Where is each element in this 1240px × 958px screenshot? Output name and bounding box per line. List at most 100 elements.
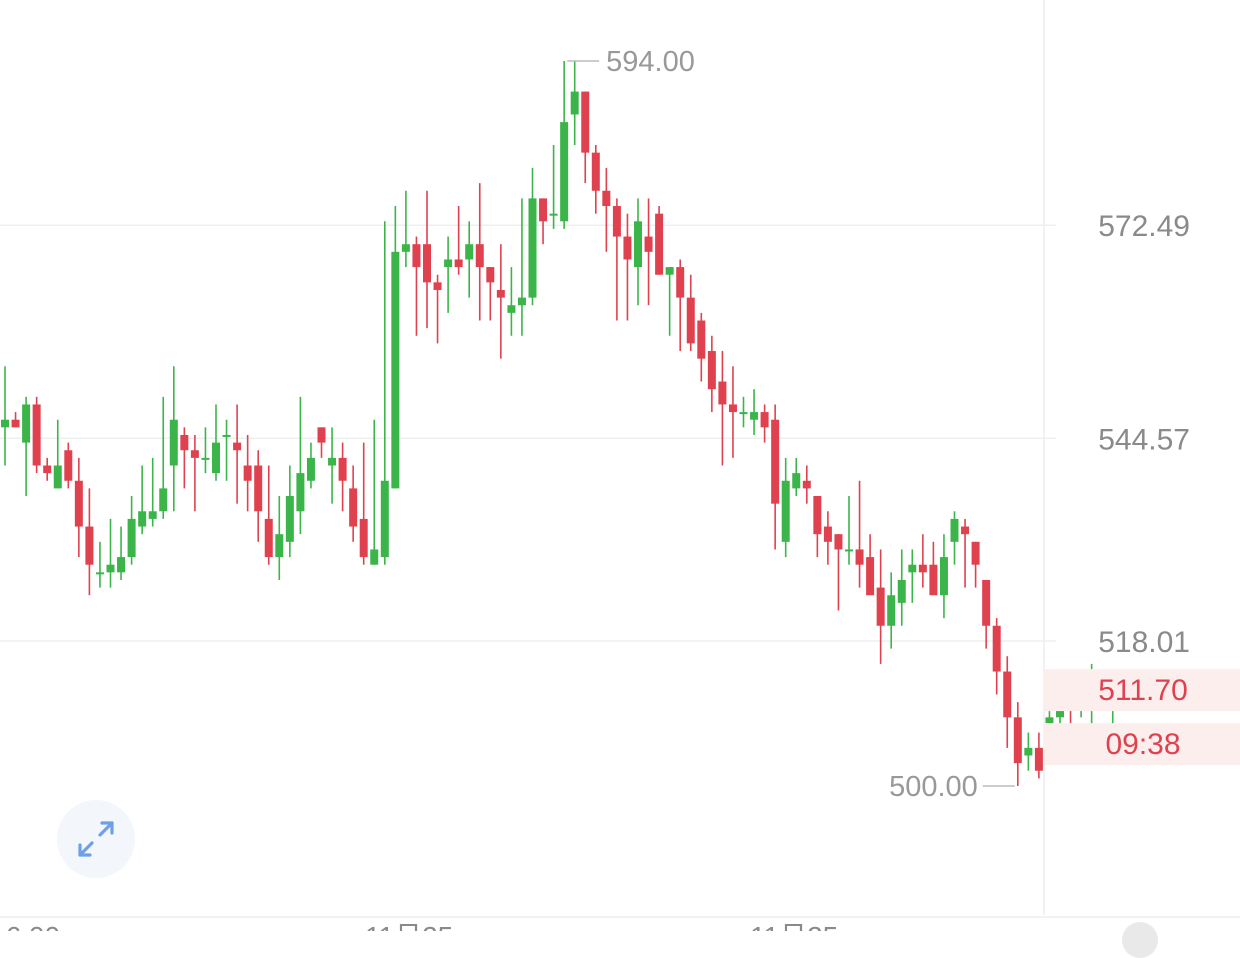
x-tick-label: 11月25: [365, 921, 453, 931]
candle-body: [1013, 717, 1022, 764]
candle-body: [707, 351, 716, 390]
candle-body: [623, 236, 632, 260]
candle-body: [328, 457, 337, 466]
low-price-label: 500.00: [889, 771, 978, 803]
candle-body: [190, 450, 199, 458]
candle: [148, 457, 157, 527]
candle: [328, 427, 337, 504]
candle: [306, 442, 315, 489]
candle: [855, 480, 864, 588]
candle-body: [306, 457, 315, 481]
candle-body: [486, 267, 495, 283]
candle: [897, 549, 906, 626]
candle-body: [433, 282, 442, 290]
candle: [517, 198, 526, 336]
candle: [718, 351, 727, 466]
candle: [971, 541, 980, 588]
candle-body: [401, 244, 410, 252]
candle: [644, 198, 653, 306]
candle-body: [918, 564, 927, 573]
candle: [1013, 702, 1022, 787]
candle: [349, 465, 358, 542]
candle-body: [971, 541, 980, 565]
candlestick-chart: 594.00 500.00 572.49 544.57 518.01 511.70 …: [0, 0, 1240, 931]
candle-body: [74, 480, 83, 527]
candle-body: [792, 473, 801, 489]
candle: [802, 465, 811, 504]
candle: [127, 496, 136, 565]
candle-body: [697, 320, 706, 359]
candle-body: [138, 511, 147, 527]
candle: [750, 389, 759, 435]
candle: [275, 496, 284, 580]
candle: [1024, 732, 1033, 771]
candle-body: [655, 213, 664, 275]
candle-body: [1003, 671, 1012, 718]
candle-body: [549, 213, 558, 216]
candle-body: [370, 549, 379, 565]
candle-body: [349, 488, 358, 527]
candle-body: [834, 534, 843, 550]
candle-body: [929, 564, 938, 596]
candle: [254, 450, 263, 542]
price-tags: 511.70 09:38: [1044, 669, 1240, 766]
candle: [507, 267, 516, 336]
candle: [760, 404, 769, 443]
candle: [697, 312, 706, 382]
candle-body: [285, 496, 294, 542]
candle-body: [634, 221, 642, 268]
candle-body: [454, 259, 463, 268]
candle: [792, 457, 801, 497]
expand-chart-button[interactable]: [57, 800, 135, 878]
candle: [159, 396, 168, 519]
candle: [707, 335, 716, 413]
candle-body: [106, 564, 115, 573]
candle: [296, 396, 305, 535]
candle-body: [855, 549, 864, 565]
candle-body: [845, 549, 853, 552]
candle: [834, 534, 843, 611]
candle-body: [570, 91, 579, 115]
candle-body: [866, 557, 875, 596]
candle: [634, 198, 642, 306]
candle: [612, 198, 621, 321]
candle-body: [391, 251, 400, 489]
candle: [982, 579, 991, 649]
candle: [43, 457, 52, 481]
candle: [676, 259, 685, 352]
candle: [201, 427, 210, 474]
candle-body: [201, 457, 210, 460]
candle: [908, 549, 917, 603]
candle-body: [95, 572, 104, 575]
candle-body: [591, 152, 600, 191]
candle-body: [423, 244, 431, 283]
candle: [212, 404, 220, 481]
candle: [401, 190, 410, 268]
candle-body: [581, 91, 590, 153]
candle: [475, 183, 484, 321]
candle: [338, 442, 347, 512]
candle: [581, 91, 590, 184]
candle-body: [380, 480, 389, 558]
candle: [85, 488, 94, 596]
candle: [528, 167, 537, 306]
candle: [391, 206, 400, 489]
candle-body: [876, 587, 885, 626]
candle-body: [496, 289, 505, 298]
candle-body: [85, 526, 94, 565]
candle-body: [11, 419, 20, 428]
countdown-tag: [1044, 723, 1240, 766]
y-tick-label: 572.49: [1098, 210, 1190, 243]
candle-body: [813, 496, 822, 535]
candle: [412, 236, 421, 336]
candle: [950, 511, 959, 565]
candle-body: [412, 244, 421, 268]
candle: [961, 518, 970, 588]
candle-body: [602, 190, 611, 207]
candle: [317, 427, 326, 458]
candle: [138, 465, 147, 535]
candle: [53, 419, 62, 489]
candle: [32, 396, 41, 474]
scroll-handle[interactable]: [1122, 922, 1158, 958]
last-price-label: 511.70: [1098, 674, 1188, 707]
